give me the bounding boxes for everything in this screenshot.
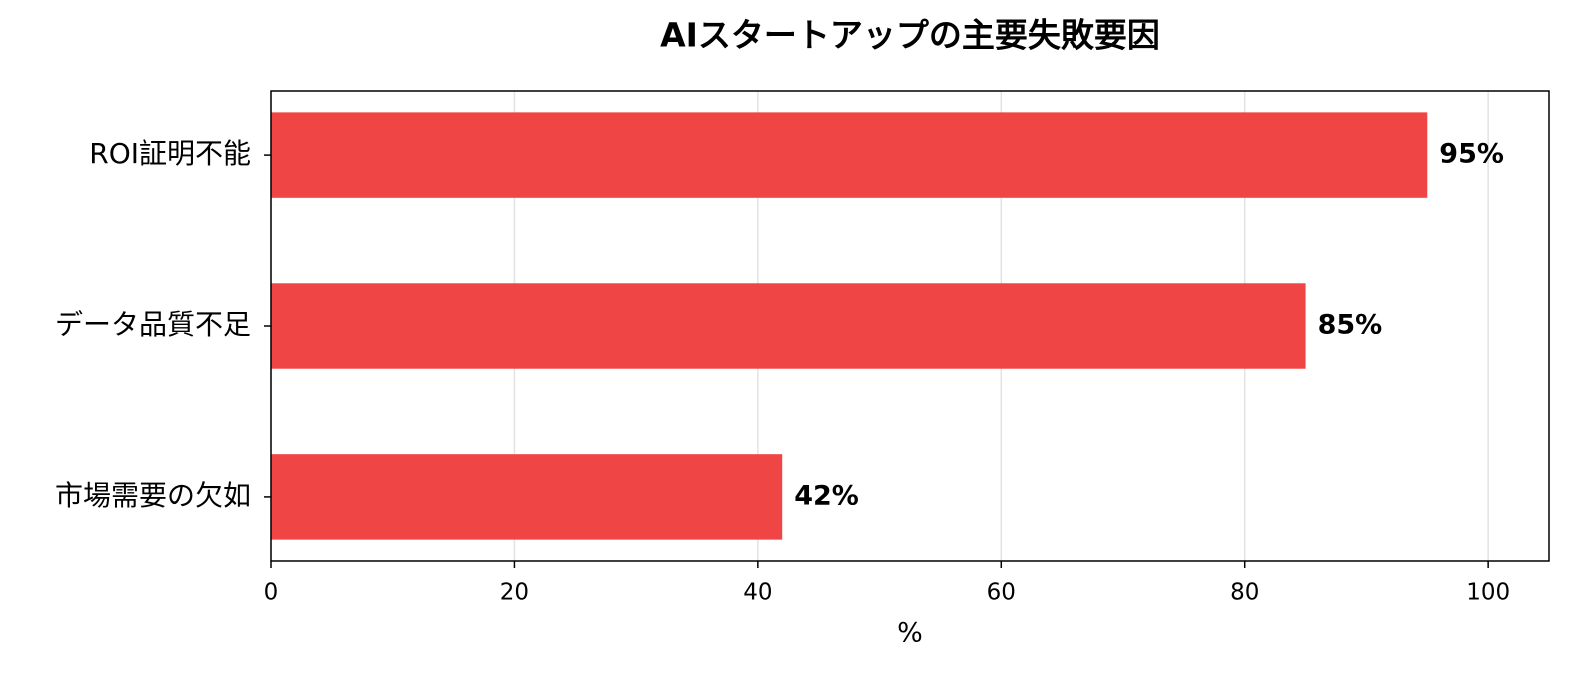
x-axis-label: % — [897, 618, 923, 649]
value-label: 85% — [1318, 310, 1383, 341]
x-tick-label: 40 — [743, 580, 772, 606]
chart-title: AIスタートアップの主要失敗要因 — [660, 16, 1160, 55]
bar — [271, 283, 1306, 369]
bar — [271, 454, 783, 540]
y-tick-label: ROI証明不能 — [89, 137, 251, 170]
x-tick-label: 100 — [1466, 580, 1510, 606]
y-tick-label: 市場需要の欠如 — [55, 479, 251, 512]
plot-area: 0 20 40 60 80 100 ROI証明不能 95% データ品質不足 85% 市場需要の欠如 4… — [55, 91, 1510, 606]
x-tick-label: 20 — [500, 580, 529, 606]
x-tick-label: 80 — [1230, 580, 1259, 606]
bar — [271, 112, 1428, 198]
x-tick-label: 60 — [987, 580, 1016, 606]
y-tick-label: データ品質不足 — [55, 308, 251, 341]
x-tick-label: 0 — [264, 580, 279, 606]
value-label: 42% — [794, 480, 859, 511]
value-label: 95% — [1439, 139, 1504, 170]
axes-frame — [270, 90, 1550, 562]
